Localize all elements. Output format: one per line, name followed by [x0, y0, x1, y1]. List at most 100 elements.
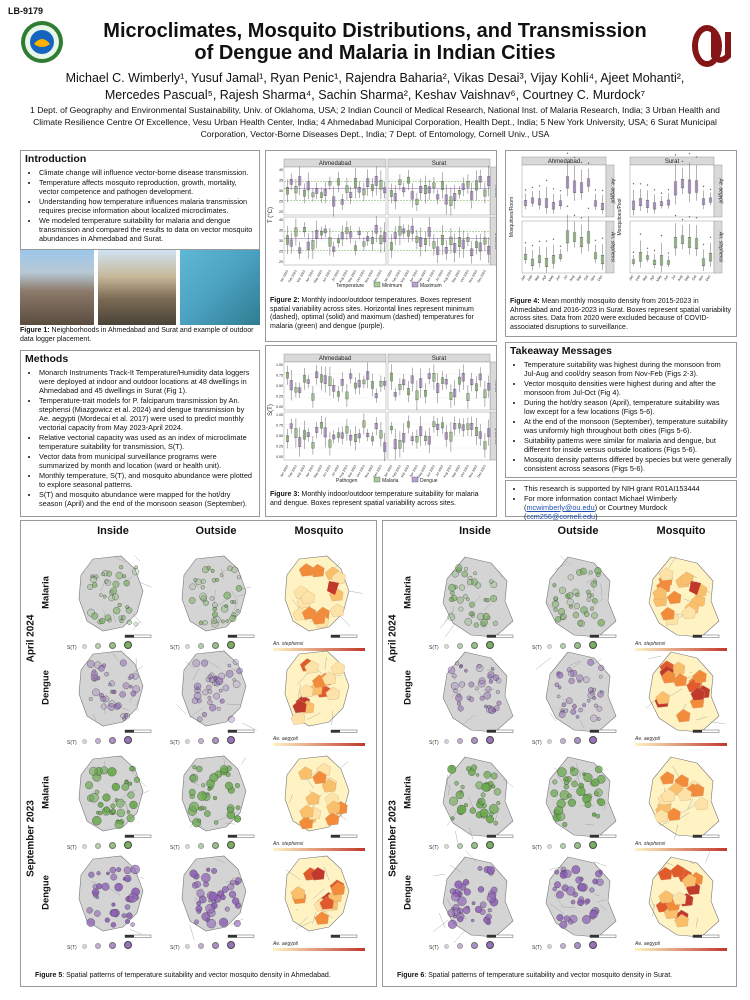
- x-tick-label: Apr 2023: [305, 464, 315, 477]
- list-item: Monthly temperature, S(T), and mosquito …: [39, 471, 255, 489]
- site-point: [229, 615, 237, 622]
- map-row-label: Dengue: [40, 670, 52, 705]
- ward-density-patch: [305, 791, 320, 806]
- legend-dot: [198, 738, 205, 744]
- y-tick-label: 1.00: [276, 413, 283, 417]
- figure-4-caption: Figure 4: Mean monthly mosquito density …: [510, 298, 732, 332]
- facet-panel: [521, 220, 607, 274]
- ward-density-patch: [689, 581, 701, 595]
- box-mark: [440, 181, 444, 190]
- legend-dot: [185, 944, 191, 949]
- site-point: [582, 703, 587, 708]
- box-mark: [680, 178, 685, 189]
- site-point: [468, 681, 475, 688]
- box-mark: [436, 246, 440, 255]
- row-strip-label: Inside: [494, 184, 497, 198]
- city-strip-label: Surat: [665, 159, 680, 165]
- ward-boundary: [659, 821, 669, 826]
- site-point: [189, 801, 199, 812]
- site-point: [449, 590, 455, 596]
- scale-bar-segment: [125, 935, 134, 938]
- row-strip-label: Inside: [494, 379, 497, 393]
- ward-boundary: [577, 774, 581, 785]
- site-point: [564, 779, 570, 785]
- site-point: [102, 569, 109, 577]
- box-mark: [586, 178, 591, 187]
- site-point: [554, 616, 562, 623]
- site-point: [562, 822, 568, 828]
- site-point: [197, 818, 201, 823]
- ward-boundary: [140, 790, 150, 795]
- box-mark: [345, 426, 349, 434]
- site-point: [473, 622, 479, 628]
- x-tick-label: Aug: [569, 274, 576, 281]
- box-mark: [311, 240, 315, 250]
- site-point: [466, 695, 472, 701]
- x-tick-label: Apr: [541, 274, 548, 281]
- site-point: [201, 712, 208, 718]
- scale-bar-segment: [487, 935, 496, 938]
- site-point: [200, 585, 205, 590]
- site-point: [552, 887, 557, 892]
- box-mark: [323, 188, 327, 196]
- ward-density-patch: [658, 890, 673, 904]
- box-mark: [332, 434, 336, 440]
- legend-dot: [547, 739, 553, 744]
- site-point: [488, 679, 493, 684]
- ward-boundary: [92, 713, 97, 721]
- ward-boundary: [313, 888, 325, 899]
- site-point: [476, 663, 482, 669]
- site-point: [451, 892, 460, 902]
- box-mark: [332, 246, 336, 252]
- box-mark: [461, 373, 465, 382]
- box-mark: [449, 236, 453, 246]
- legend-dot: [185, 844, 191, 849]
- site-point: [590, 593, 594, 598]
- x-tick-label: Jul 2023: [435, 464, 445, 477]
- x-tick-label: Jul: [671, 274, 677, 280]
- outlier-point: [559, 245, 562, 247]
- site-point: [554, 682, 560, 687]
- list-item: Vector mosquito densities were highest d…: [524, 379, 732, 397]
- box-mark: [415, 390, 419, 401]
- box-mark: [389, 425, 393, 431]
- site-point: [566, 886, 576, 896]
- box-mark: [285, 372, 289, 379]
- box-mark: [440, 422, 444, 429]
- site-point: [556, 890, 564, 899]
- site-point: [598, 664, 605, 671]
- ward-boundary: [433, 873, 446, 877]
- site-point: [568, 604, 573, 609]
- email-link-murdock[interactable]: ccm256@cornell.edu: [526, 512, 596, 521]
- y-tick-label: 35: [279, 229, 283, 233]
- site-point: [451, 570, 459, 578]
- site-point: [567, 793, 572, 799]
- legend-swatch: [373, 281, 381, 288]
- ward-boundary: [650, 898, 655, 908]
- site-point: [122, 716, 127, 721]
- box-mark: [315, 230, 319, 239]
- site-point: [468, 696, 474, 702]
- email-link-wimberly[interactable]: mcwimberly@ou.edu: [526, 503, 595, 512]
- ward-density-patch: [327, 581, 339, 595]
- ward-boundary: [194, 898, 198, 902]
- box-mark: [694, 238, 699, 250]
- y-axis-label: Mosquitoes/Room: [509, 197, 515, 237]
- box-mark: [419, 426, 423, 436]
- box-mark: [289, 423, 293, 429]
- suitability-map: [78, 855, 152, 938]
- ward-boundary: [502, 779, 514, 788]
- ward-boundary: [189, 707, 204, 718]
- list-item: Monarch Instruments Track-It Temperature…: [39, 368, 255, 395]
- site-point: [128, 892, 138, 903]
- figure-1-caption: Figure 1: Neighborhoods in Ahmedabad and…: [20, 327, 260, 344]
- legend-dot: [457, 943, 464, 949]
- site-point: [591, 597, 598, 604]
- map-period-label: April 2024: [25, 614, 37, 663]
- box-mark: [345, 391, 349, 400]
- box-mark: [357, 230, 361, 236]
- site-point: [455, 564, 463, 572]
- legend-dot: [212, 737, 220, 744]
- ward-boundary: [695, 716, 708, 721]
- box-mark: [332, 196, 336, 207]
